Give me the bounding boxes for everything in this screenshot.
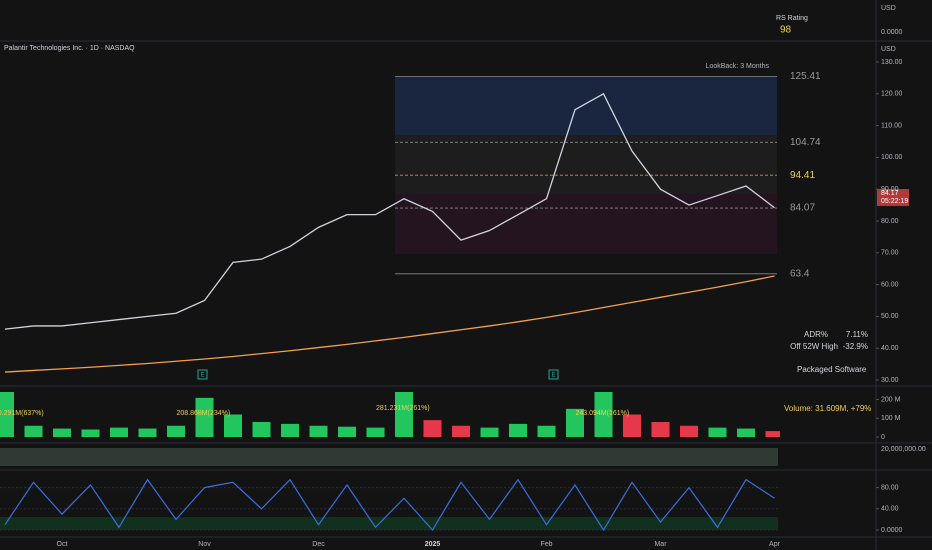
x-tick-label: Apr xyxy=(769,541,781,548)
earnings-mark: E xyxy=(200,373,204,379)
osc-low-band xyxy=(0,517,778,530)
title: Palantir Technologies Inc. · 1D · NASDAQ xyxy=(4,45,135,52)
volume-label: 208.868M(234%) xyxy=(177,410,231,417)
volume-bar xyxy=(423,420,442,437)
volume-bar xyxy=(537,425,556,437)
volume-bar xyxy=(224,414,242,437)
volume-bar xyxy=(509,423,527,437)
industry: Packaged Software xyxy=(797,365,867,374)
volume-bar xyxy=(0,392,14,437)
fib-level-label: 104.74 xyxy=(790,137,821,148)
currency: USD xyxy=(881,46,896,53)
volume-bar xyxy=(309,425,328,437)
y-tick-label: 80.00 xyxy=(881,484,899,491)
fib-zone-low xyxy=(395,194,777,254)
volume-label: 243.094M(161%) xyxy=(576,410,630,417)
volume-bar xyxy=(737,428,755,437)
series-line xyxy=(4,275,775,373)
earnings-icon xyxy=(548,369,559,380)
rs-value: 98 xyxy=(780,25,792,36)
y-tick-label: 90.00 xyxy=(881,186,899,193)
currency: USD xyxy=(881,5,896,12)
y-tick-label: 50.00 xyxy=(881,313,899,320)
volume-bar xyxy=(81,429,100,437)
earnings-icon xyxy=(197,369,208,380)
fib-zone-mid xyxy=(395,135,777,194)
y-tick-label: 40.00 xyxy=(881,506,899,513)
volume-bar xyxy=(53,428,71,437)
earnings-mark: E xyxy=(551,373,555,379)
x-tick-label: Oct xyxy=(57,541,68,548)
adr-value: 7.11% xyxy=(846,330,868,339)
y-tick-label: 100 M xyxy=(881,415,901,422)
series-line xyxy=(4,92,775,330)
volume-bar xyxy=(395,392,413,437)
tick: 20,000,000.00 xyxy=(881,446,926,453)
series-line xyxy=(4,478,775,532)
volume-bar xyxy=(338,426,356,437)
pane3-bars xyxy=(0,448,778,466)
y-tick-label: 80.00 xyxy=(881,218,899,225)
x-tick-label: Nov xyxy=(198,541,211,548)
volume-bar xyxy=(195,397,214,437)
volume-bar xyxy=(110,427,128,437)
y-tick-label: 0.0000 xyxy=(881,527,903,534)
y-tick-label: 70.00 xyxy=(881,250,899,257)
adr-label: ADR% xyxy=(804,330,828,339)
fib-zone-top xyxy=(395,76,777,135)
fib-level-label: 94.41 xyxy=(790,170,815,181)
lookback: LookBack: 3 Months xyxy=(706,63,770,70)
volume-bar xyxy=(708,427,727,437)
volume-bar xyxy=(480,427,499,437)
y-tick-label: 110.00 xyxy=(881,122,902,129)
y-tick-label: 200 M xyxy=(881,396,901,403)
y-tick-label: 60.00 xyxy=(881,281,899,288)
x-tick-label: Feb xyxy=(540,541,552,548)
tick: 0.0000 xyxy=(881,29,903,36)
volume-bar xyxy=(252,422,271,437)
volume-bar xyxy=(452,425,470,437)
volume-bar xyxy=(167,425,185,437)
y-tick-label: 130.00 xyxy=(881,59,903,66)
fib-level-label: 125.41 xyxy=(790,71,821,82)
y-tick-label: 30.00 xyxy=(881,377,899,384)
volume-bar xyxy=(281,423,299,437)
volume-bar xyxy=(623,414,641,437)
volume-bar xyxy=(594,392,613,437)
price-tag xyxy=(877,189,909,206)
volume-info: Volume: 31.609M, +79% xyxy=(784,404,871,413)
volume-bar xyxy=(680,425,698,437)
y-tick-label: 0 xyxy=(881,434,885,441)
fib-level-label: 84.07 xyxy=(790,203,815,214)
volume-bar xyxy=(24,425,43,437)
y-tick-label: 100.00 xyxy=(881,154,903,161)
x-tick-label: Mar xyxy=(654,541,667,548)
volume-bars xyxy=(0,392,780,437)
volume-label: 281.231M(261%) xyxy=(376,405,430,412)
last-price: 84.17 xyxy=(881,190,899,197)
volume-bar xyxy=(566,408,584,437)
volume-bar xyxy=(765,431,780,437)
x-tick-label: 2025 xyxy=(425,541,441,548)
off-high-label: Off 52W High xyxy=(790,342,838,351)
off-high-value: -32.9% xyxy=(843,342,868,351)
rs-label: RS Rating xyxy=(776,15,808,22)
volume-bar xyxy=(651,422,670,437)
x-tick-label: Dec xyxy=(312,541,325,548)
fib-level-label: 63.4 xyxy=(790,268,810,279)
volume-label: 250.291M(637%) xyxy=(0,410,44,417)
countdown: 05:22:19 xyxy=(881,198,908,205)
y-tick-label: 120.00 xyxy=(881,91,903,98)
volume-bar xyxy=(366,427,385,437)
volume-bar xyxy=(138,428,157,437)
y-tick-label: 40.00 xyxy=(881,345,899,352)
